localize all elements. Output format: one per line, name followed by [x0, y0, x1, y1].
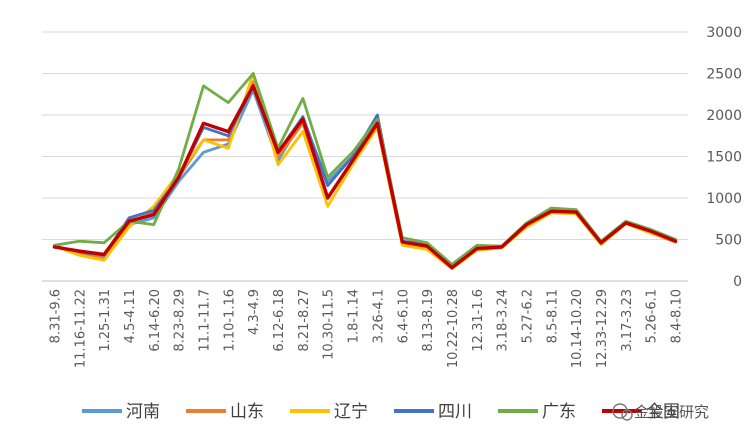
- x-tick-label: 1.10-1.16: [222, 289, 237, 352]
- x-tick-label: 8.13-8.19: [421, 289, 436, 352]
- legend-label: 辽宁: [334, 402, 368, 422]
- x-tick-label: 5.26-6.1: [645, 289, 660, 343]
- y-tick-label: 2000: [706, 108, 742, 124]
- x-tick-label: 12.31-1.6: [471, 289, 486, 352]
- y-tick-label: 1000: [706, 191, 742, 207]
- x-tick-label: 4.5-4.11: [123, 289, 138, 343]
- x-tick-label: 11.1-11.7: [198, 289, 213, 352]
- x-tick-label: 6.12-6.18: [272, 289, 287, 352]
- y-axis-ticks: 0 500 1000 1500 2000 2500 3000: [706, 25, 742, 290]
- x-tick-label: 5.27-6.2: [521, 289, 536, 343]
- x-tick-label: 12.33-12.29: [595, 289, 610, 368]
- x-tick-label: 6.4-6.10: [396, 289, 411, 343]
- legend-label: 山东: [230, 402, 264, 422]
- y-tick-label: 500: [715, 233, 742, 249]
- x-tick-label: 6.14-6.20: [148, 289, 163, 352]
- x-tick-label: 8.4-8.10: [670, 289, 685, 343]
- legend: 河南 山东 辽宁 四川 广东 全国: [82, 402, 680, 422]
- legend-label: 河南: [126, 402, 160, 422]
- series-line-1: [53, 80, 677, 271]
- series-line-4: [53, 72, 677, 266]
- series-line-5: [52, 84, 678, 270]
- legend-label: 四川: [438, 402, 472, 422]
- watermark-text: 金投安研究: [634, 403, 709, 421]
- x-tick-label: 1.8-1.14: [347, 289, 362, 343]
- series-lines: [52, 72, 678, 271]
- x-tick-label: 8.31-9.6: [48, 289, 63, 343]
- x-tick-label: 11.16-11.22: [73, 289, 88, 368]
- x-tick-label: 10.30-11.5: [322, 289, 337, 360]
- series-line-3: [53, 84, 677, 270]
- x-tick-label: 3.26-4.1: [371, 289, 386, 343]
- series-line-0: [53, 88, 677, 271]
- gridlines: [42, 31, 688, 282]
- x-axis-ticks: 8.31-9.6 11.16-11.22 1.25-1.31 4.5-4.11 6.14…: [48, 289, 684, 368]
- legend-label: 全国: [646, 402, 680, 422]
- y-tick-label: 1500: [706, 150, 742, 166]
- x-tick-label: 1.25-1.31: [98, 289, 113, 352]
- x-tick-label: 3.18-3.24: [496, 289, 511, 352]
- x-tick-label: 8.23-8.29: [173, 289, 188, 352]
- x-tick-label: 8.5-8.11: [545, 289, 560, 343]
- y-tick-label: 2500: [706, 67, 742, 83]
- x-tick-label: 4.3-4.9: [247, 289, 262, 335]
- y-tick-label: 0: [733, 274, 742, 290]
- wechat-icon: [612, 403, 633, 421]
- x-tick-label: 8.21-8.27: [297, 289, 312, 352]
- x-tick-label: 10.14-10.20: [570, 289, 585, 368]
- y-tick-label: 3000: [706, 25, 742, 41]
- watermark: 金投安研究: [612, 403, 709, 421]
- x-tick-label: 3.17-3.23: [620, 289, 635, 352]
- legend-label: 广东: [542, 402, 576, 422]
- x-tick-label: 10.22-10.28: [446, 289, 461, 368]
